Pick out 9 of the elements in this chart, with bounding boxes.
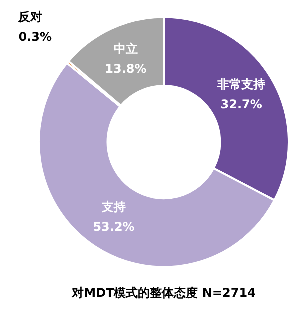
data-label: 0.3% — [18, 30, 52, 44]
slice-label: 中立 — [114, 42, 138, 56]
slice-label: 反对 — [18, 10, 43, 24]
slice-label: 非常支持 — [216, 78, 266, 92]
data-label: 53.2% — [93, 220, 135, 234]
data-label: 32.7% — [220, 98, 262, 112]
data-label: 13.8% — [105, 62, 147, 76]
slice-label: 支持 — [101, 200, 126, 214]
text: 对MDT模式的整体态度 N=2714 — [71, 286, 256, 300]
